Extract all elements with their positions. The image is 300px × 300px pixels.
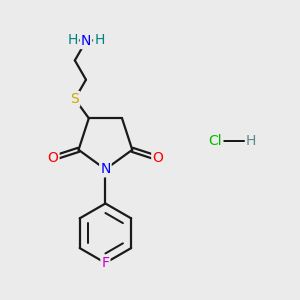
Text: O: O <box>152 151 163 165</box>
Text: H: H <box>68 33 78 46</box>
Text: N: N <box>100 162 111 176</box>
Text: N: N <box>81 34 91 48</box>
Text: O: O <box>48 151 58 165</box>
Text: F: F <box>101 256 110 270</box>
Text: H: H <box>94 33 105 46</box>
Text: Cl: Cl <box>208 134 222 148</box>
Text: S: S <box>70 92 79 106</box>
Text: H: H <box>246 134 256 148</box>
